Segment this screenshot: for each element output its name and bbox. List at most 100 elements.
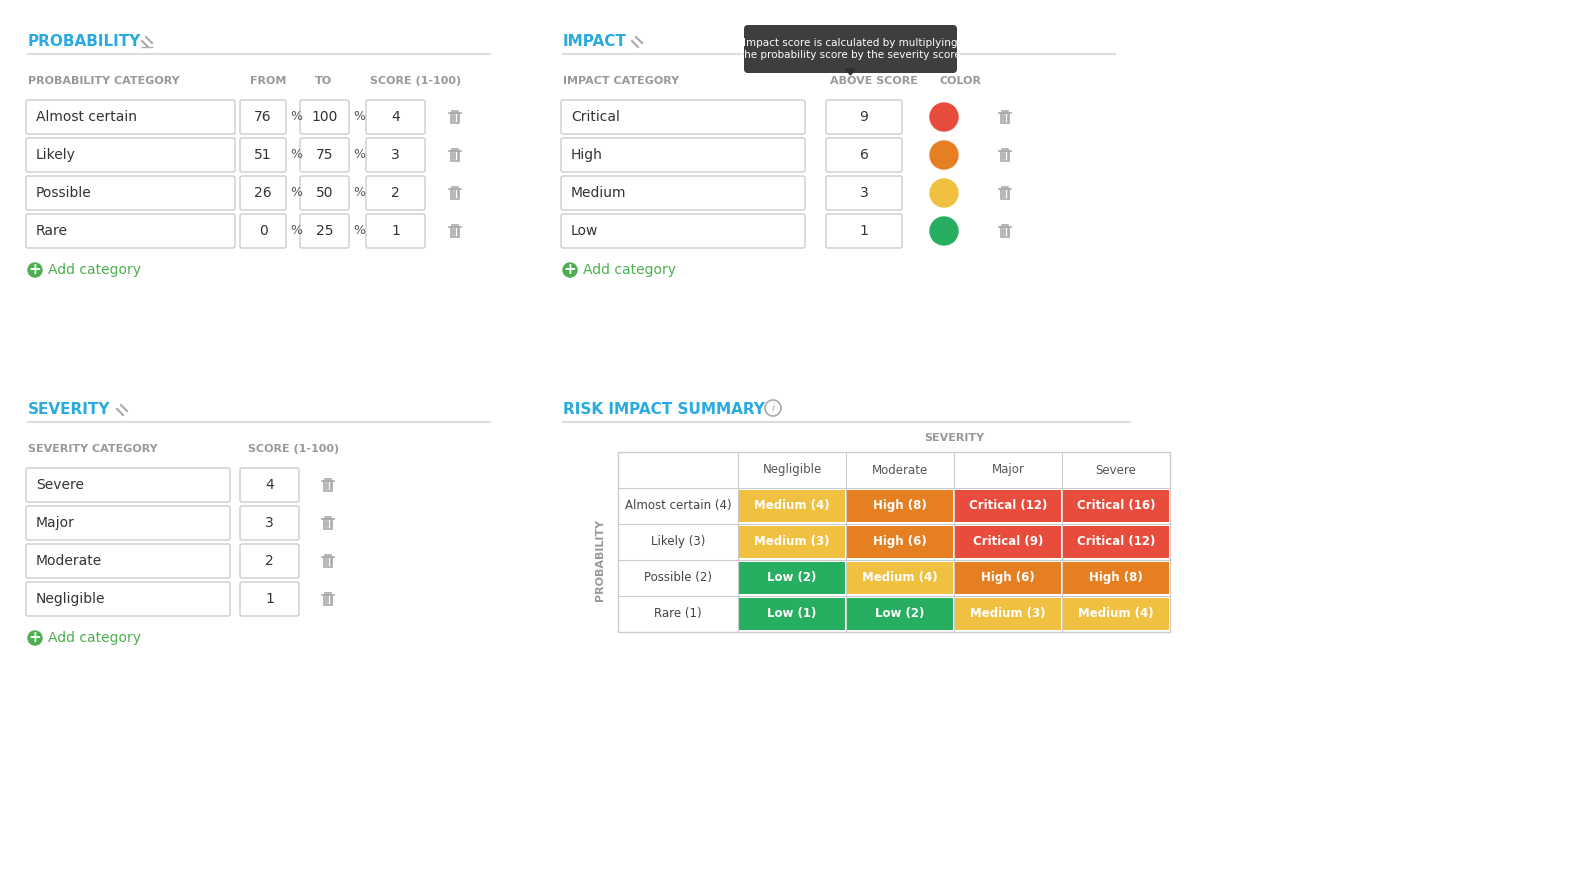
Text: IMPACT CATEGORY: IMPACT CATEGORY: [564, 76, 680, 86]
Text: i: i: [771, 403, 774, 413]
Text: High (6): High (6): [873, 535, 926, 549]
Circle shape: [929, 103, 958, 131]
Text: Add category: Add category: [582, 263, 677, 277]
Bar: [955, 598, 1061, 630]
Text: Medium (4): Medium (4): [754, 500, 831, 513]
Text: PROBABILITY: PROBABILITY: [595, 519, 604, 601]
Text: Likely (3): Likely (3): [652, 535, 705, 549]
Bar: [1063, 490, 1170, 522]
FancyBboxPatch shape: [240, 214, 286, 248]
Circle shape: [929, 217, 958, 245]
FancyBboxPatch shape: [300, 138, 349, 172]
Text: Rare (1): Rare (1): [655, 607, 702, 621]
FancyBboxPatch shape: [300, 214, 349, 248]
Bar: [1063, 562, 1170, 594]
FancyBboxPatch shape: [27, 468, 229, 502]
Bar: [739, 490, 845, 522]
Text: Medium (3): Medium (3): [754, 535, 831, 549]
Text: %: %: [353, 186, 364, 200]
Text: Low (2): Low (2): [768, 572, 816, 584]
Text: ABOVE SCORE: ABOVE SCORE: [831, 76, 918, 86]
Text: Critical (16): Critical (16): [1077, 500, 1156, 513]
Text: Impact score is calculated by multiplying
the probability score by the severity : Impact score is calculated by multiplyin…: [739, 38, 961, 60]
Text: Rare: Rare: [36, 224, 68, 238]
Text: 51: 51: [254, 148, 272, 162]
Text: +: +: [28, 262, 41, 277]
FancyBboxPatch shape: [240, 506, 298, 540]
Text: Major: Major: [992, 464, 1025, 476]
Text: 76: 76: [254, 110, 272, 124]
FancyBboxPatch shape: [27, 176, 236, 210]
Text: SEVERITY: SEVERITY: [923, 433, 984, 443]
FancyBboxPatch shape: [27, 138, 236, 172]
Text: Add category: Add category: [49, 631, 141, 645]
FancyBboxPatch shape: [560, 214, 805, 248]
Text: High (6): High (6): [981, 572, 1035, 584]
Bar: [846, 526, 953, 558]
Text: Major: Major: [36, 516, 75, 530]
Text: 100: 100: [311, 110, 338, 124]
Bar: [846, 562, 953, 594]
Text: Medium (4): Medium (4): [1079, 607, 1154, 621]
Text: 1: 1: [391, 224, 400, 238]
Text: Critical (12): Critical (12): [1077, 535, 1156, 549]
Text: %: %: [290, 225, 301, 237]
Text: 3: 3: [860, 186, 868, 200]
Text: %: %: [353, 148, 364, 161]
Text: Medium (4): Medium (4): [862, 572, 937, 584]
Text: Possible: Possible: [36, 186, 91, 200]
Text: 4: 4: [265, 478, 273, 492]
Text: 1: 1: [859, 224, 868, 238]
FancyBboxPatch shape: [240, 176, 286, 210]
Bar: [846, 598, 953, 630]
FancyBboxPatch shape: [27, 506, 229, 540]
Text: %: %: [353, 111, 364, 123]
Text: TO: TO: [316, 76, 333, 86]
Text: 26: 26: [254, 186, 272, 200]
Text: PROBABILITY: PROBABILITY: [28, 34, 141, 49]
Circle shape: [28, 263, 42, 277]
Text: +: +: [564, 262, 576, 277]
FancyBboxPatch shape: [560, 176, 805, 210]
Text: Moderate: Moderate: [36, 554, 102, 568]
FancyBboxPatch shape: [240, 468, 298, 502]
Text: High: High: [571, 148, 603, 162]
Text: SCORE (1-100): SCORE (1-100): [248, 444, 339, 454]
Bar: [739, 562, 845, 594]
Bar: [619, 452, 1170, 632]
Text: Low (1): Low (1): [768, 607, 816, 621]
Text: %: %: [353, 225, 364, 237]
Text: High (8): High (8): [873, 500, 926, 513]
Bar: [1063, 598, 1170, 630]
Text: Moderate: Moderate: [871, 464, 928, 476]
Text: SEVERITY: SEVERITY: [28, 402, 110, 417]
Text: 25: 25: [316, 224, 333, 238]
Text: %: %: [290, 111, 301, 123]
Text: Almost certain: Almost certain: [36, 110, 137, 124]
Text: 6: 6: [859, 148, 868, 162]
Text: Negligible: Negligible: [763, 464, 821, 476]
FancyBboxPatch shape: [27, 582, 229, 616]
FancyBboxPatch shape: [366, 214, 425, 248]
Bar: [739, 526, 845, 558]
Circle shape: [28, 631, 42, 645]
Text: 2: 2: [391, 186, 400, 200]
Text: 2: 2: [265, 554, 273, 568]
FancyBboxPatch shape: [300, 176, 349, 210]
Text: +: +: [28, 631, 41, 646]
Text: 4: 4: [391, 110, 400, 124]
FancyBboxPatch shape: [560, 100, 805, 134]
Text: Critical: Critical: [571, 110, 620, 124]
FancyBboxPatch shape: [300, 100, 349, 134]
FancyBboxPatch shape: [560, 138, 805, 172]
Bar: [955, 526, 1061, 558]
Text: SEVERITY CATEGORY: SEVERITY CATEGORY: [28, 444, 157, 454]
FancyBboxPatch shape: [826, 176, 903, 210]
Bar: [739, 598, 845, 630]
Text: FROM: FROM: [250, 76, 286, 86]
Text: 1: 1: [265, 592, 273, 606]
FancyBboxPatch shape: [366, 138, 425, 172]
FancyBboxPatch shape: [240, 100, 286, 134]
Text: Severe: Severe: [36, 478, 85, 492]
Text: Low: Low: [571, 224, 598, 238]
